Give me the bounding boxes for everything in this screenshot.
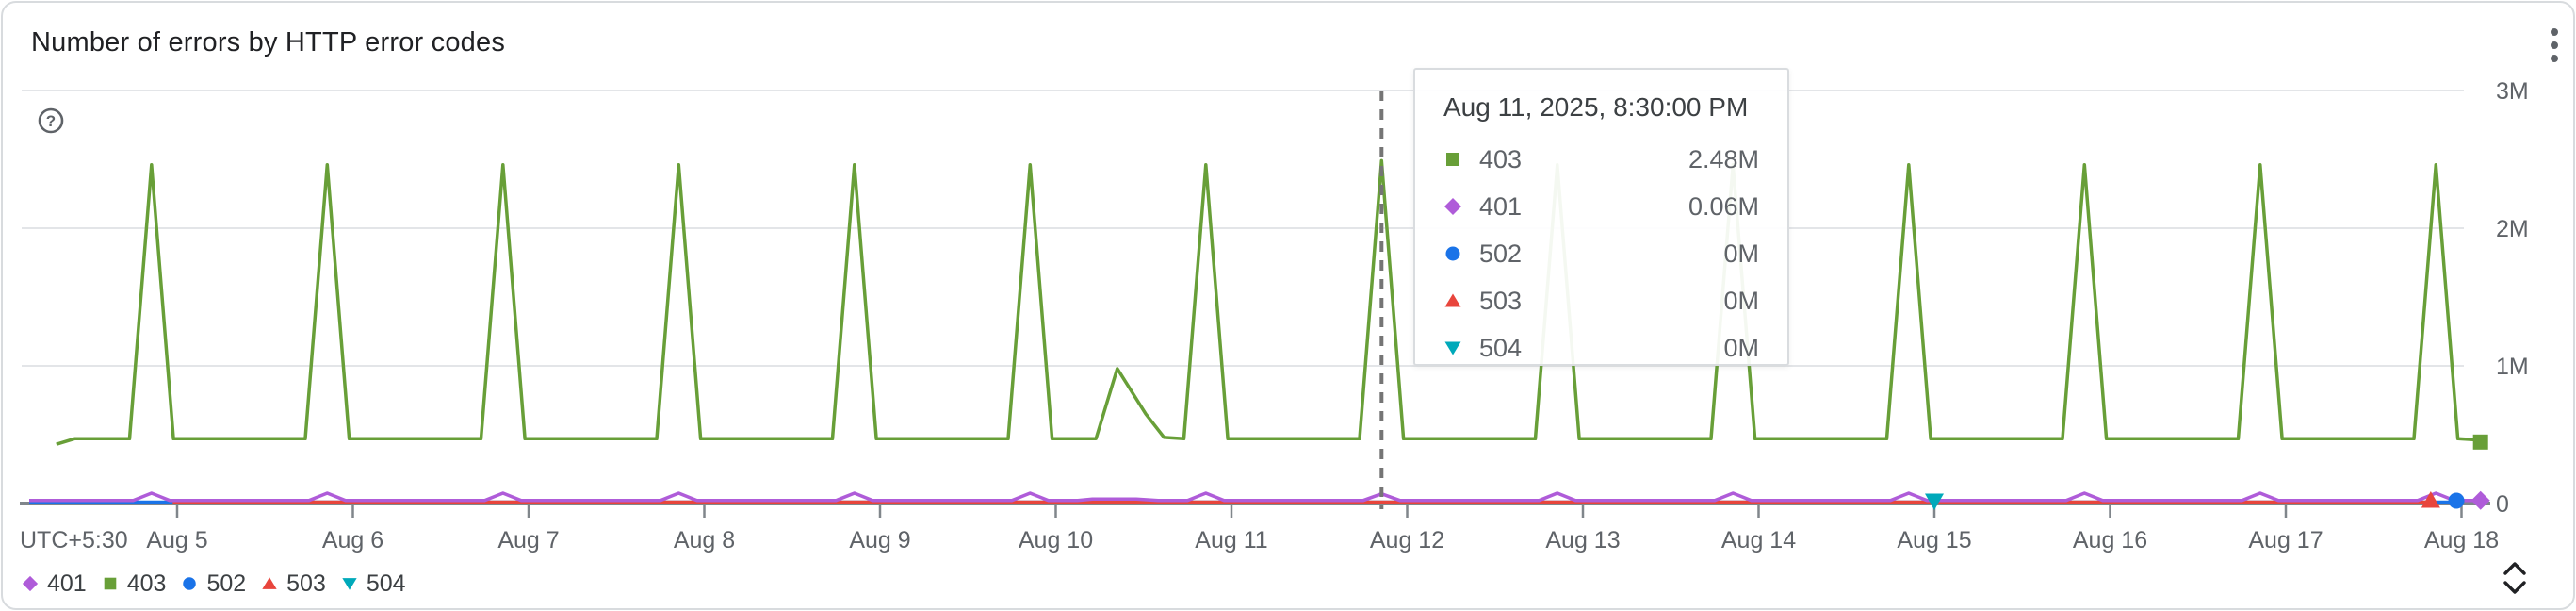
tooltip-row: 504 0M <box>1443 334 1759 362</box>
chart-tooltip: Aug 11, 2025, 8:30:00 PM 403 2.48M 401 0.06… <box>1413 68 1789 366</box>
x-axis-label: Aug 13 <box>1545 527 1620 553</box>
y-axis-label: 0 <box>2496 491 2509 518</box>
diamond-marker-icon <box>1443 197 1462 216</box>
x-axis-label: Aug 16 <box>2073 527 2147 553</box>
tooltip-row: 401 0.06M <box>1443 192 1759 221</box>
end-marker-504 <box>1925 493 1944 510</box>
x-axis-label: Aug 6 <box>322 527 383 553</box>
legend-label: 403 <box>126 570 167 597</box>
x-axis-label: Aug 12 <box>1370 527 1444 553</box>
triangle-down-marker-icon <box>1443 339 1462 357</box>
square-marker-icon <box>102 575 119 592</box>
y-axis-label: 1M <box>2496 354 2529 380</box>
series-line-403 <box>56 158 2481 446</box>
legend-item-503[interactable]: 503 <box>261 570 326 598</box>
tooltip-series-value: 0M <box>1723 333 1759 362</box>
x-axis-label: Aug 5 <box>146 527 207 553</box>
tooltip-series-value: 2.48M <box>1687 144 1759 173</box>
y-axis-label: 3M <box>2496 78 2529 105</box>
tooltip-series-value: 0M <box>1723 239 1759 268</box>
y-axis-label: 2M <box>2496 216 2529 242</box>
diamond-marker-icon <box>22 575 39 592</box>
triangle-up-marker-icon <box>1443 291 1462 310</box>
end-marker-502 <box>2448 492 2465 509</box>
svg-text:?: ? <box>46 112 56 130</box>
chart-title: Number of errors by HTTP error codes <box>31 27 506 58</box>
legend-label: 503 <box>286 570 326 597</box>
series-line-401 <box>29 491 2481 503</box>
x-axis-label: Aug 14 <box>1721 527 1796 553</box>
x-axis-label: Aug 11 <box>1195 527 1267 553</box>
tooltip-timestamp: Aug 11, 2025, 8:30:00 PM <box>1443 92 1749 122</box>
tooltip-row: 503 0M <box>1443 287 1759 315</box>
tooltip-series-label: 403 <box>1479 144 1523 173</box>
legend-label: 401 <box>47 570 87 597</box>
x-axis-label: Aug 9 <box>849 527 910 553</box>
x-axis-label: Aug 15 <box>1897 527 1971 553</box>
tooltip-series-value: 0M <box>1723 286 1759 315</box>
legend-item-403[interactable]: 403 <box>102 570 167 598</box>
legend-item-504[interactable]: 504 <box>341 570 406 598</box>
tooltip-series-label: 502 <box>1479 239 1523 268</box>
end-marker-403 <box>2472 434 2488 450</box>
tooltip-series-label: 503 <box>1479 286 1523 315</box>
tooltip-series-label: 504 <box>1479 333 1523 362</box>
timezone-label: UTC+5:30 <box>20 527 128 553</box>
circle-marker-icon <box>181 575 198 592</box>
kebab-dot <box>2551 28 2558 36</box>
legend-item-401[interactable]: 401 <box>22 570 87 598</box>
legend-label: 504 <box>366 570 406 597</box>
kebab-dot <box>2551 55 2558 62</box>
x-axis-label: Aug 18 <box>2424 527 2499 553</box>
help-icon[interactable]: ? <box>37 107 65 135</box>
tooltip-series-value: 0.06M <box>1687 191 1759 221</box>
more-options-button[interactable] <box>2535 24 2573 67</box>
square-marker-icon <box>1443 150 1462 169</box>
chart-area[interactable]: 0 1M 2M 3M Aug 5 Aug 6 Aug 7 Aug 8 Aug 9 Aug 10 Au… <box>3 3 2575 610</box>
circle-marker-icon <box>1443 244 1462 263</box>
end-marker-503 <box>2421 491 2440 508</box>
tooltip-row: 403 2.48M <box>1443 145 1759 173</box>
legend-item-502[interactable]: 502 <box>181 570 246 598</box>
legend-label: 502 <box>206 570 247 597</box>
triangle-down-marker-icon <box>341 575 358 592</box>
tooltip-row: 502 0M <box>1443 239 1759 268</box>
x-axis-label: Aug 8 <box>674 527 735 553</box>
triangle-up-marker-icon <box>261 575 278 592</box>
legend: 401 403 502 503 504 <box>22 567 421 601</box>
kebab-dot <box>2551 41 2558 49</box>
x-axis-label: Aug 17 <box>2248 527 2323 553</box>
x-axis-label: Aug 7 <box>497 527 559 553</box>
tooltip-series-label: 401 <box>1479 191 1523 221</box>
end-marker-401 <box>2470 490 2490 510</box>
chevron-down-icon[interactable] <box>2500 578 2530 597</box>
legend-scroll-control[interactable] <box>2498 555 2532 601</box>
x-axis-label: Aug 10 <box>1019 527 1093 553</box>
chevron-up-icon[interactable] <box>2500 559 2530 578</box>
